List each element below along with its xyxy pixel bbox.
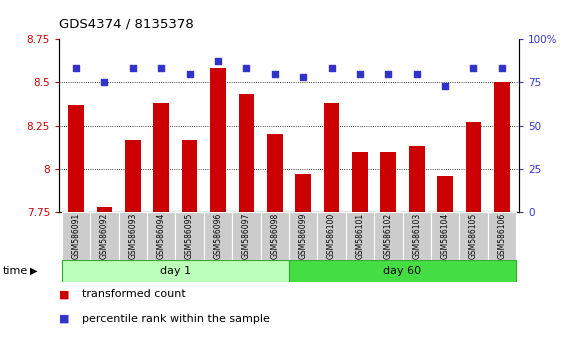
Point <box>157 65 165 71</box>
Bar <box>90 212 118 260</box>
Text: GSM586093: GSM586093 <box>128 213 137 259</box>
Bar <box>402 212 431 260</box>
Text: GSM586097: GSM586097 <box>242 213 251 259</box>
Bar <box>295 174 311 212</box>
Bar <box>289 212 318 260</box>
Bar <box>374 212 402 260</box>
Bar <box>210 68 226 212</box>
Text: GSM586091: GSM586091 <box>71 213 80 259</box>
Text: GSM586092: GSM586092 <box>100 213 109 259</box>
Text: ■: ■ <box>59 289 70 299</box>
Text: percentile rank within the sample: percentile rank within the sample <box>82 314 270 324</box>
Point <box>100 80 109 85</box>
Point <box>498 65 507 71</box>
Bar <box>62 212 90 260</box>
Text: GDS4374 / 8135378: GDS4374 / 8135378 <box>59 17 194 30</box>
Text: GSM586103: GSM586103 <box>412 213 421 259</box>
Text: GSM586102: GSM586102 <box>384 213 393 259</box>
Bar <box>96 207 112 212</box>
Bar <box>204 212 232 260</box>
Bar <box>153 103 169 212</box>
Text: day 1: day 1 <box>160 266 191 276</box>
Bar <box>318 212 346 260</box>
Bar <box>118 212 147 260</box>
Text: transformed count: transformed count <box>82 289 186 299</box>
Text: day 60: day 60 <box>383 266 421 276</box>
Bar <box>176 212 204 260</box>
Text: GSM586095: GSM586095 <box>185 213 194 259</box>
Text: GSM586104: GSM586104 <box>440 213 449 259</box>
Bar <box>260 212 289 260</box>
Bar <box>437 176 453 212</box>
Bar <box>62 260 289 282</box>
Bar <box>352 152 367 212</box>
Point <box>242 65 251 71</box>
Bar <box>267 135 283 212</box>
Point <box>71 65 80 71</box>
Point <box>185 71 194 76</box>
Point <box>469 65 478 71</box>
Point <box>440 83 449 88</box>
Bar <box>68 105 84 212</box>
Point <box>384 71 393 76</box>
Bar <box>147 212 176 260</box>
Text: GSM586098: GSM586098 <box>270 213 279 259</box>
Bar <box>324 103 339 212</box>
Text: ▶: ▶ <box>30 266 38 276</box>
Bar <box>232 212 260 260</box>
Text: GSM586105: GSM586105 <box>469 213 478 259</box>
Text: GSM586096: GSM586096 <box>213 213 222 259</box>
Point <box>298 74 307 80</box>
Bar <box>346 212 374 260</box>
Bar <box>182 139 197 212</box>
Point <box>327 65 336 71</box>
Point <box>270 71 279 76</box>
Bar <box>431 212 459 260</box>
Point <box>356 71 365 76</box>
Bar <box>488 212 516 260</box>
Text: GSM586106: GSM586106 <box>498 213 507 259</box>
Point <box>213 59 222 64</box>
Text: GSM586099: GSM586099 <box>298 213 307 259</box>
Bar <box>125 139 141 212</box>
Text: GSM586100: GSM586100 <box>327 213 336 259</box>
Bar <box>466 122 481 212</box>
Bar <box>459 212 488 260</box>
Text: time: time <box>3 266 28 276</box>
Point <box>412 71 421 76</box>
Text: GSM586094: GSM586094 <box>157 213 165 259</box>
Bar <box>380 152 396 212</box>
Bar <box>494 82 510 212</box>
Text: ■: ■ <box>59 314 70 324</box>
Text: GSM586101: GSM586101 <box>356 213 365 259</box>
Bar <box>238 95 254 212</box>
Point <box>128 65 137 71</box>
Bar <box>289 260 516 282</box>
Bar <box>409 147 425 212</box>
